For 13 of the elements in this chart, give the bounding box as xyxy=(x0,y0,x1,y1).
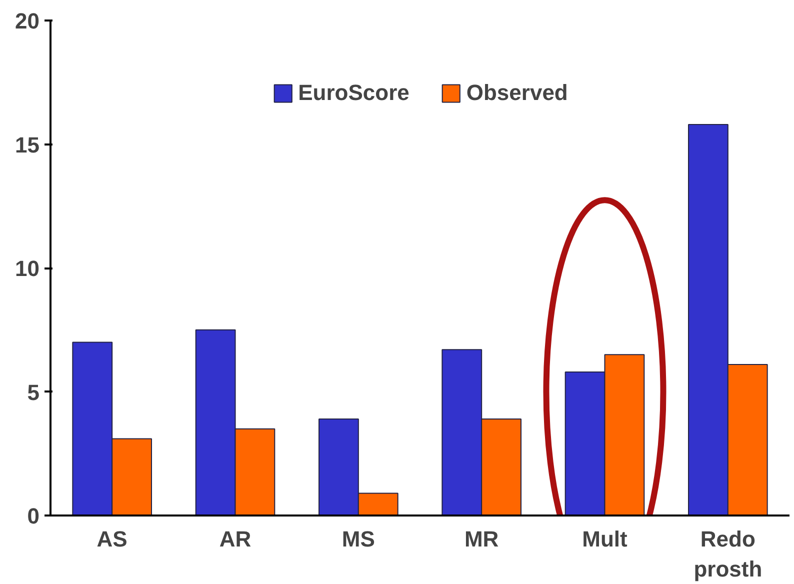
x-tick-label: Mult xyxy=(582,526,628,552)
y-tick-label: 10 xyxy=(15,256,40,281)
legend-label: EuroScore xyxy=(298,80,410,106)
x-tick-label: AR xyxy=(219,526,252,552)
y-tick-label: 20 xyxy=(15,8,40,34)
y-tick-label: 5 xyxy=(27,380,40,405)
x-tick-label: MS xyxy=(342,526,375,552)
x-tick-label: Redo prosth xyxy=(694,526,762,582)
y-tick-label: 15 xyxy=(15,132,40,158)
x-tick-label: AS xyxy=(96,526,128,552)
y-tick-label: 0 xyxy=(27,504,40,528)
x-tick-label: MR xyxy=(464,526,499,552)
legend-label: Observed xyxy=(466,80,568,106)
